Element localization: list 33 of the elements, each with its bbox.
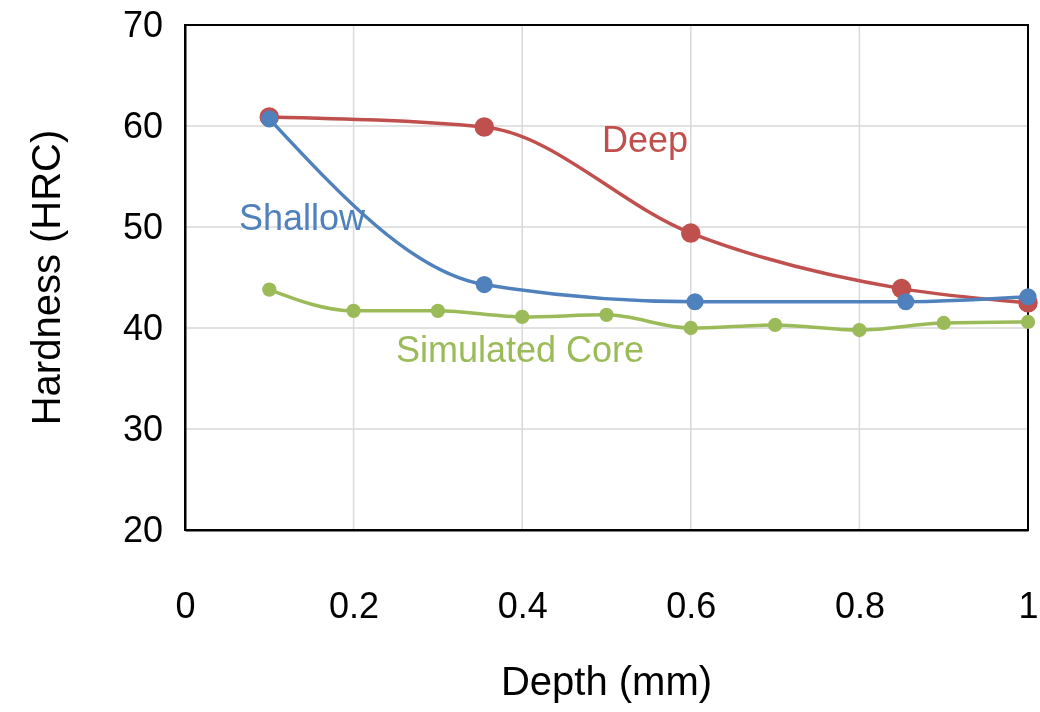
- point: [430, 303, 446, 318]
- y-tick-label: 40: [122, 307, 163, 349]
- x-tick-label: 0: [175, 584, 196, 626]
- y-tick-label: 20: [122, 509, 163, 551]
- series-label: Simulated Core: [395, 329, 645, 370]
- point: [1020, 314, 1036, 330]
- point: [767, 317, 783, 333]
- point: [683, 320, 698, 336]
- point: [262, 282, 277, 297]
- point: [515, 309, 530, 325]
- series-label: Deep: [601, 119, 689, 160]
- point: [599, 307, 614, 322]
- y-axis-title: Hardness (HRC): [24, 129, 68, 426]
- point: [897, 293, 915, 311]
- series-label: Shallow: [238, 197, 367, 238]
- x-axis-title: Depth (mm): [500, 659, 713, 703]
- point: [852, 322, 867, 338]
- point: [686, 293, 704, 311]
- point: [1019, 288, 1037, 306]
- point: [346, 303, 361, 318]
- point: [936, 315, 951, 331]
- point: [681, 223, 701, 243]
- point: [474, 117, 495, 137]
- point: [475, 276, 493, 294]
- x-tick-label: 0.4: [497, 584, 548, 626]
- y-tick-label: 30: [122, 408, 163, 450]
- x-tick-label: 0.2: [329, 584, 380, 626]
- x-tick-label: 0.8: [834, 584, 885, 626]
- y-tick-label: 50: [122, 206, 163, 248]
- y-tick-label: 70: [122, 4, 163, 46]
- x-tick-label: 0.6: [666, 584, 717, 626]
- y-tick-label: 60: [122, 105, 163, 147]
- x-tick-label: 1: [1018, 584, 1039, 626]
